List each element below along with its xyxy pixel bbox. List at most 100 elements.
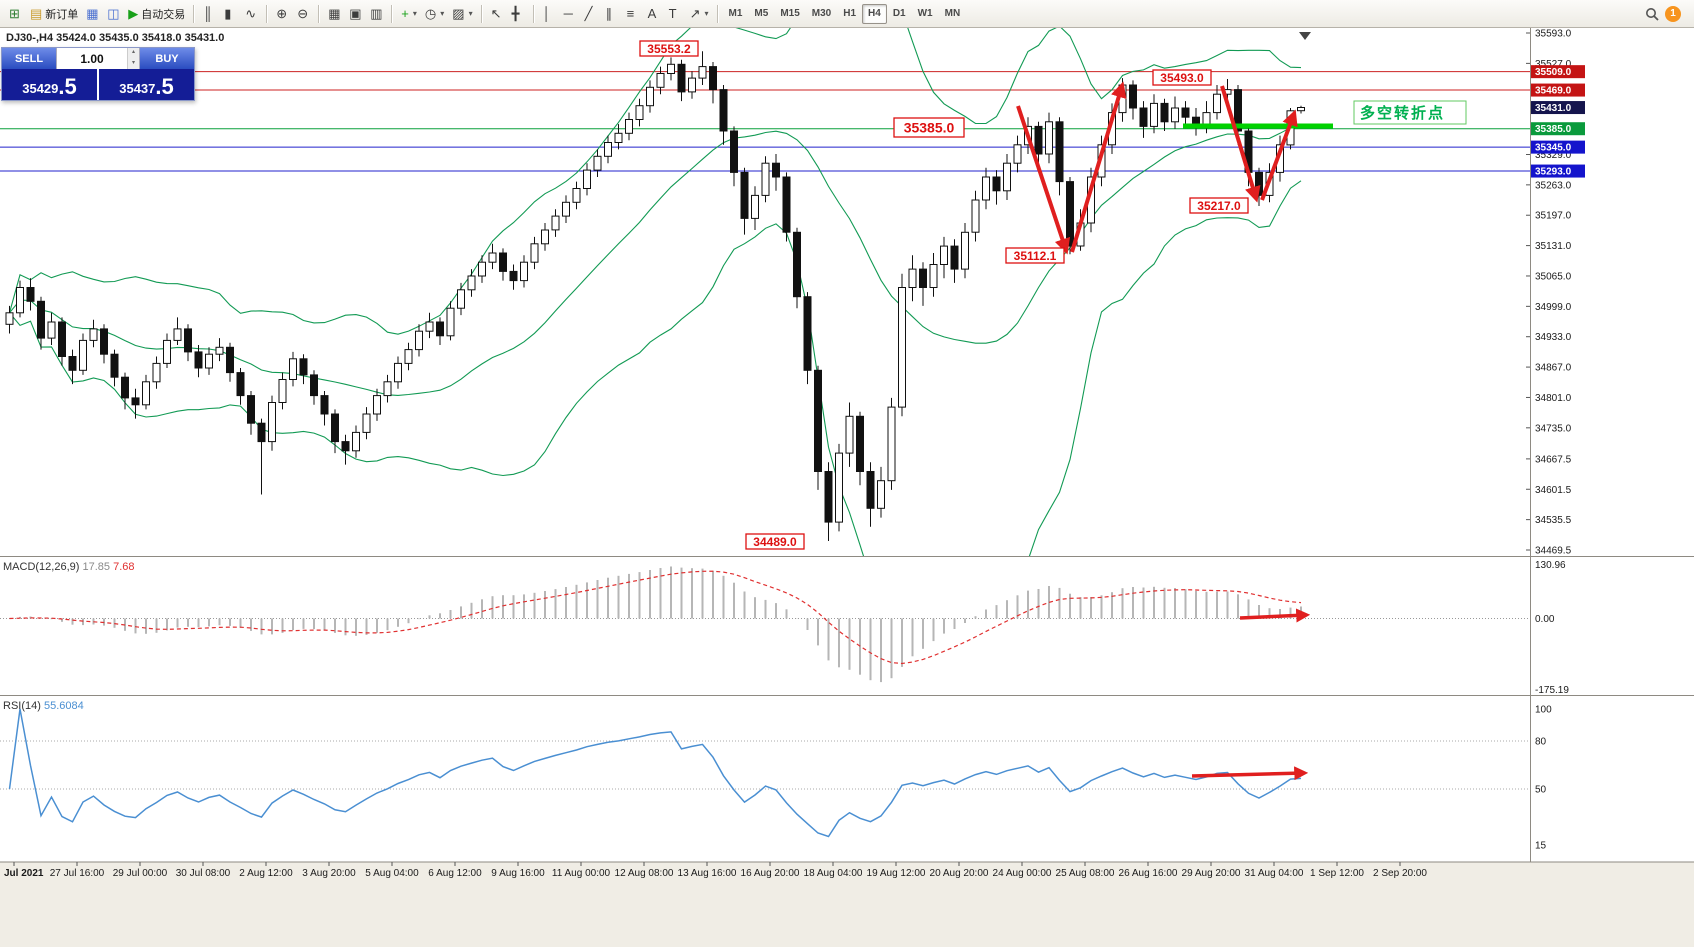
- dropdown-caret-icon: ▾: [704, 9, 709, 18]
- price-axis-label: 35329.0: [1535, 150, 1572, 161]
- trendline-tool[interactable]: ╱: [581, 3, 602, 25]
- candle: [236, 372, 245, 397]
- candle: [488, 252, 497, 263]
- volume-decrease-button[interactable]: ▾: [128, 58, 139, 69]
- periods-button[interactable]: ◷ ▾: [421, 3, 448, 25]
- price-callout-box[interactable]: [893, 117, 965, 138]
- time-axis-strip[interactable]: [0, 862, 1694, 947]
- price-callout-text: 35493.0: [1160, 71, 1204, 85]
- navigator-button[interactable]: ◫: [103, 3, 124, 25]
- search-button[interactable]: [1641, 3, 1663, 25]
- candle: [163, 339, 171, 364]
- volume-input[interactable]: [57, 48, 127, 69]
- cursor-button[interactable]: ↖: [487, 3, 508, 25]
- note-box[interactable]: [1353, 100, 1467, 125]
- buy-button[interactable]: BUY: [140, 48, 194, 69]
- candle: [425, 321, 434, 332]
- tile-windows-icon: ▦: [328, 6, 341, 21]
- horizontal-line-tool[interactable]: ─: [560, 3, 581, 25]
- candle: [877, 480, 885, 509]
- time-axis-label: 3 Aug 20:00: [302, 868, 356, 879]
- auto-arrange-button[interactable]: ▣: [345, 3, 366, 25]
- candlestick-chart-icon: ▮: [224, 6, 232, 21]
- timeframe-m30-button[interactable]: M30: [806, 4, 837, 24]
- line-chart-button[interactable]: ∿: [241, 3, 262, 25]
- candle: [898, 287, 906, 408]
- arrows-tool[interactable]: ↗ ▾: [686, 3, 713, 25]
- time-axis-label: 20 Aug 20:00: [930, 868, 989, 879]
- toolbar-separator: [266, 4, 269, 23]
- timeframe-m5-button[interactable]: M5: [748, 4, 774, 24]
- bollinger-band-middle: [9, 123, 1302, 396]
- trend-arrow[interactable]: [1260, 109, 1298, 201]
- timeframe-h4-button[interactable]: H4: [862, 3, 887, 24]
- templates-button[interactable]: ▨ ▾: [448, 3, 476, 25]
- volume-spinner: ▴ ▾: [127, 48, 139, 69]
- candle: [478, 261, 486, 277]
- candle: [26, 287, 35, 302]
- notification-badge[interactable]: 1: [1665, 5, 1681, 22]
- trend-arrow[interactable]: [1070, 81, 1127, 253]
- timeframe-mn-button[interactable]: MN: [939, 4, 967, 24]
- price-callout-box[interactable]: [1005, 247, 1065, 264]
- trend-arrow[interactable]: [1220, 85, 1261, 203]
- timeframe-m15-button[interactable]: M15: [774, 4, 805, 24]
- price-callout-box[interactable]: [745, 533, 805, 550]
- price-callout-box[interactable]: [639, 40, 699, 57]
- timeframe-h1-button[interactable]: H1: [837, 4, 862, 24]
- chart-canvas[interactable]: MACD(12,26,9) 17.85 7.68 130.96 0.00 -175.1…: [0, 28, 1694, 947]
- candle: [992, 176, 1001, 192]
- bollinger-band-upper: [8, 28, 1302, 335]
- zoom-out-button[interactable]: ⊖: [293, 3, 314, 25]
- price-callout-box[interactable]: [1152, 69, 1212, 86]
- trend-arrow[interactable]: [1016, 105, 1071, 255]
- zoom-in-button[interactable]: ⊕: [272, 3, 293, 25]
- crosshair-button[interactable]: ╋: [508, 3, 529, 25]
- autotrading-button[interactable]: ▶ 自动交易: [124, 3, 189, 25]
- price-callout-text: 34489.0: [753, 535, 797, 549]
- indicators-button[interactable]: + ▾: [397, 3, 421, 25]
- candle: [5, 312, 14, 325]
- new-chart-button[interactable]: ⊞: [5, 3, 26, 25]
- dropdown-caret-icon: ▾: [412, 9, 417, 18]
- timeframe-d1-button[interactable]: D1: [887, 4, 912, 24]
- price-callout-box[interactable]: [1189, 197, 1249, 214]
- tile-windows-button[interactable]: ▦: [324, 3, 345, 25]
- bid-price[interactable]: 35429.5: [2, 69, 99, 100]
- candle: [793, 231, 801, 298]
- text-tool[interactable]: A: [644, 3, 665, 25]
- candle: [1034, 125, 1043, 155]
- volume-increase-button[interactable]: ▴: [128, 48, 139, 59]
- timeframe-m1-button[interactable]: M1: [723, 4, 749, 24]
- dropdown-caret-icon: ▾: [468, 9, 473, 18]
- trend-arrow[interactable]: [1191, 766, 1309, 781]
- candle: [929, 264, 938, 288]
- new-order-button[interactable]: ▤ 新订单: [26, 3, 82, 25]
- candle: [1013, 144, 1022, 164]
- chart-shift-marker[interactable]: [1299, 32, 1311, 40]
- label-tool[interactable]: T: [665, 3, 686, 25]
- time-axis-label: 29 Jul 00:00: [113, 868, 168, 879]
- price-axis-label: 34933.0: [1535, 332, 1572, 343]
- ask-price[interactable]: 35437.5: [99, 69, 194, 100]
- candle: [499, 252, 507, 272]
- candle: [604, 142, 612, 157]
- timeframe-w1-button[interactable]: W1: [912, 4, 939, 24]
- candle: [887, 406, 896, 482]
- channel-tool[interactable]: ∥: [602, 3, 623, 25]
- vertical-line-tool[interactable]: │: [539, 3, 560, 25]
- bar-chart-button[interactable]: ║: [199, 3, 220, 25]
- price-axis-label: 34801.0: [1535, 393, 1572, 404]
- navigator-icon: ◫: [107, 6, 120, 21]
- candle: [289, 358, 297, 380]
- price-axis-label: 35527.0: [1535, 59, 1572, 70]
- market-watch-button[interactable]: ▦: [82, 3, 103, 25]
- toolbar-separator: [532, 4, 535, 23]
- chart-shift-button[interactable]: ▥: [366, 3, 387, 25]
- candle: [656, 73, 665, 88]
- trend-arrow[interactable]: [1239, 608, 1311, 623]
- candlestick-chart-button[interactable]: ▮: [220, 3, 241, 25]
- fibonacci-tool[interactable]: ≡: [623, 3, 644, 25]
- sell-button[interactable]: SELL: [2, 48, 56, 69]
- candle: [394, 362, 402, 383]
